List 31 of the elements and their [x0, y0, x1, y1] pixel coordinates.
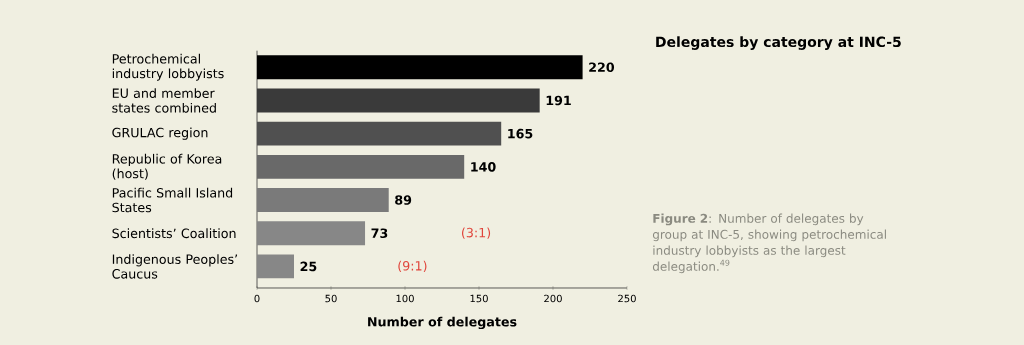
x-tick-label: 100	[396, 294, 414, 303]
y-tick-label: Republic of Korea (host)	[112, 153, 222, 180]
data-label: 25	[300, 261, 317, 272]
data-label: 165	[508, 128, 533, 139]
bar	[257, 154, 465, 179]
bar	[257, 254, 295, 279]
bar	[257, 221, 366, 246]
annotation: (3:1)	[462, 227, 491, 239]
y-tick-label: GRULAC region	[112, 127, 208, 140]
bar	[257, 121, 502, 146]
y-tick-label: Indigenous Peoples’ Caucus	[112, 254, 238, 279]
bar	[257, 188, 389, 212]
x-tick-label: 0	[254, 294, 260, 303]
x-tick-label: 200	[544, 294, 562, 303]
data-label: 73	[371, 228, 388, 239]
x-tick-label: 50	[325, 294, 337, 303]
x-axis-title: Number of delegates	[368, 316, 517, 330]
y-tick-label: Petrochemical industry lobbyists	[112, 53, 224, 81]
y-tick-label: Scientists’ Coalition	[112, 228, 236, 239]
y-tick-label: Pacific Small Island States	[112, 187, 233, 213]
data-label: 89	[395, 195, 412, 205]
x-tick-label: 250	[618, 294, 636, 303]
bar	[257, 55, 583, 80]
text: Delegates by category at INC-5	[656, 36, 901, 50]
data-label: 140	[471, 162, 496, 172]
annotation: (9:1)	[398, 260, 427, 273]
data-label: 191	[546, 95, 571, 106]
y-tick-label: EU and member states combined	[112, 88, 216, 113]
text: Figure 2: Number of delegates by group at INC-5, showing petrochemical industry lobbyists as the largest delegation.$^{49}$	[652, 213, 886, 274]
x-tick-label: 150	[470, 294, 488, 303]
data-label: 220	[589, 62, 615, 73]
